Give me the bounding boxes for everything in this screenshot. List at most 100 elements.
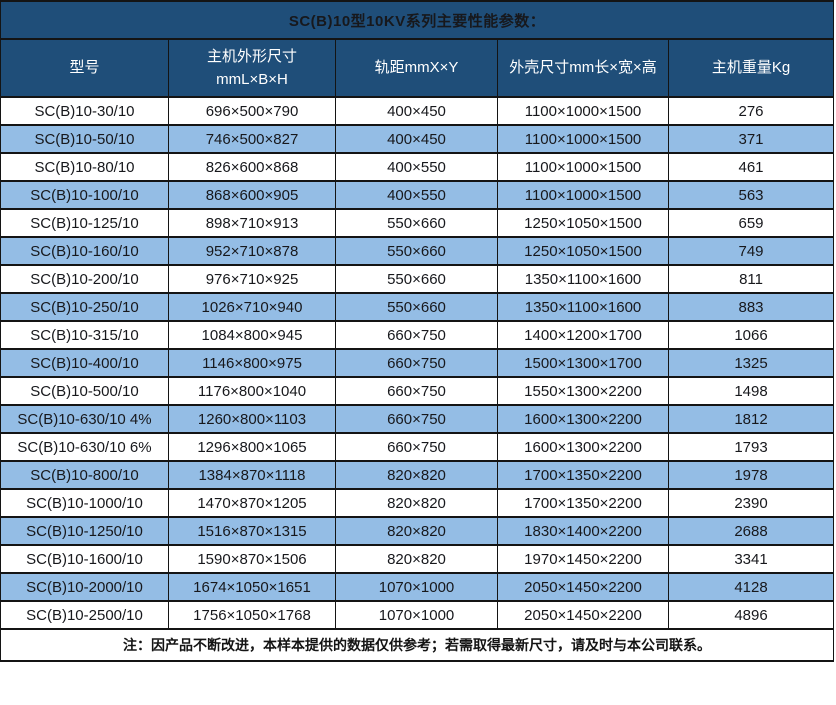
cell-dims: 868×600×905 [169, 181, 336, 209]
cell-dims: 1296×800×1065 [169, 433, 336, 461]
column-header-weight: 主机重量Kg [669, 39, 834, 97]
cell-dims: 1516×870×1315 [169, 517, 336, 545]
cell-dims: 1384×870×1118 [169, 461, 336, 489]
cell-shell: 1100×1000×1500 [498, 153, 669, 181]
column-header-shell: 外壳尺寸mm长×宽×高 [498, 39, 669, 97]
cell-shell: 1600×1300×2200 [498, 433, 669, 461]
cell-shell: 1700×1350×2200 [498, 461, 669, 489]
table-row: SC(B)10-125/10 898×710×913 550×660 1250×… [1, 209, 834, 237]
cell-dims: 1146×800×975 [169, 349, 336, 377]
cell-dims: 1260×800×1103 [169, 405, 336, 433]
cell-shell: 1250×1050×1500 [498, 209, 669, 237]
cell-gauge: 820×820 [336, 517, 498, 545]
cell-gauge: 550×660 [336, 265, 498, 293]
cell-dims: 696×500×790 [169, 97, 336, 125]
cell-model: SC(B)10-630/10 6% [1, 433, 169, 461]
cell-dims: 1026×710×940 [169, 293, 336, 321]
cell-gauge: 400×550 [336, 181, 498, 209]
spec-sheet-page: SC(B)10型10KV系列主要性能参数： 型号 主机外形尺寸 mmL×B×H … [0, 0, 836, 705]
cell-model: SC(B)10-800/10 [1, 461, 169, 489]
cell-gauge: 1070×1000 [336, 573, 498, 601]
cell-model: SC(B)10-1600/10 [1, 545, 169, 573]
table-row: SC(B)10-1000/10 1470×870×1205 820×820 17… [1, 489, 834, 517]
cell-shell: 1500×1300×1700 [498, 349, 669, 377]
cell-shell: 1700×1350×2200 [498, 489, 669, 517]
cell-model: SC(B)10-125/10 [1, 209, 169, 237]
cell-gauge: 550×660 [336, 293, 498, 321]
cell-dims: 1590×870×1506 [169, 545, 336, 573]
cell-dims: 976×710×925 [169, 265, 336, 293]
table-row: SC(B)10-30/10 696×500×790 400×450 1100×1… [1, 97, 834, 125]
cell-weight: 1978 [669, 461, 834, 489]
cell-gauge: 660×750 [336, 433, 498, 461]
table-row: SC(B)10-80/10 826×600×868 400×550 1100×1… [1, 153, 834, 181]
cell-shell: 2050×1450×2200 [498, 601, 669, 629]
table-row: SC(B)10-50/10 746×500×827 400×450 1100×1… [1, 125, 834, 153]
table-row: SC(B)10-2000/10 1674×1050×1651 1070×1000… [1, 573, 834, 601]
cell-dims: 826×600×868 [169, 153, 336, 181]
note-row: 注：因产品不断改进，本样本提供的数据仅供参考；若需取得最新尺寸，请及时与本公司联… [1, 629, 834, 661]
cell-dims: 746×500×827 [169, 125, 336, 153]
cell-model: SC(B)10-50/10 [1, 125, 169, 153]
cell-gauge: 550×660 [336, 237, 498, 265]
cell-gauge: 660×750 [336, 377, 498, 405]
table-row: SC(B)10-630/10 4% 1260×800×1103 660×750 … [1, 405, 834, 433]
cell-gauge: 820×820 [336, 545, 498, 573]
cell-weight: 563 [669, 181, 834, 209]
cell-weight: 749 [669, 237, 834, 265]
cell-weight: 276 [669, 97, 834, 125]
table-row: SC(B)10-630/10 6% 1296×800×1065 660×750 … [1, 433, 834, 461]
cell-dims: 952×710×878 [169, 237, 336, 265]
table-body: SC(B)10-30/10 696×500×790 400×450 1100×1… [1, 97, 834, 629]
table-row: SC(B)10-1250/10 1516×870×1315 820×820 18… [1, 517, 834, 545]
cell-shell: 1100×1000×1500 [498, 125, 669, 153]
footnote: 注：因产品不断改进，本样本提供的数据仅供参考；若需取得最新尺寸，请及时与本公司联… [1, 629, 834, 661]
cell-model: SC(B)10-200/10 [1, 265, 169, 293]
cell-gauge: 550×660 [336, 209, 498, 237]
cell-gauge: 1070×1000 [336, 601, 498, 629]
cell-model: SC(B)10-1250/10 [1, 517, 169, 545]
cell-shell: 1350×1100×1600 [498, 265, 669, 293]
table-row: SC(B)10-160/10 952×710×878 550×660 1250×… [1, 237, 834, 265]
page-title: SC(B)10型10KV系列主要性能参数： [1, 1, 834, 39]
table-row: SC(B)10-315/10 1084×800×945 660×750 1400… [1, 321, 834, 349]
table-row: SC(B)10-1600/10 1590×870×1506 820×820 19… [1, 545, 834, 573]
cell-weight: 2390 [669, 489, 834, 517]
cell-model: SC(B)10-100/10 [1, 181, 169, 209]
table-row: SC(B)10-400/10 1146×800×975 660×750 1500… [1, 349, 834, 377]
cell-weight: 2688 [669, 517, 834, 545]
cell-shell: 1250×1050×1500 [498, 237, 669, 265]
cell-shell: 1100×1000×1500 [498, 181, 669, 209]
cell-model: SC(B)10-250/10 [1, 293, 169, 321]
cell-weight: 883 [669, 293, 834, 321]
column-header-dims: 主机外形尺寸 mmL×B×H [169, 39, 336, 97]
cell-weight: 659 [669, 209, 834, 237]
column-header-gauge: 轨距mmX×Y [336, 39, 498, 97]
cell-shell: 1100×1000×1500 [498, 97, 669, 125]
column-header-row: 型号 主机外形尺寸 mmL×B×H 轨距mmX×Y 外壳尺寸mm长×宽×高 主机… [1, 39, 834, 97]
table-row: SC(B)10-2500/10 1756×1050×1768 1070×1000… [1, 601, 834, 629]
cell-dims: 1470×870×1205 [169, 489, 336, 517]
column-header-model: 型号 [1, 39, 169, 97]
cell-gauge: 820×820 [336, 461, 498, 489]
cell-shell: 2050×1450×2200 [498, 573, 669, 601]
cell-weight: 1793 [669, 433, 834, 461]
cell-model: SC(B)10-2000/10 [1, 573, 169, 601]
spec-table: SC(B)10型10KV系列主要性能参数： 型号 主机外形尺寸 mmL×B×H … [0, 0, 834, 662]
cell-weight: 3341 [669, 545, 834, 573]
cell-gauge: 400×550 [336, 153, 498, 181]
cell-model: SC(B)10-2500/10 [1, 601, 169, 629]
cell-weight: 4896 [669, 601, 834, 629]
cell-model: SC(B)10-400/10 [1, 349, 169, 377]
cell-model: SC(B)10-630/10 4% [1, 405, 169, 433]
table-row: SC(B)10-200/10 976×710×925 550×660 1350×… [1, 265, 834, 293]
cell-weight: 1498 [669, 377, 834, 405]
cell-gauge: 820×820 [336, 489, 498, 517]
cell-weight: 1066 [669, 321, 834, 349]
cell-model: SC(B)10-80/10 [1, 153, 169, 181]
cell-model: SC(B)10-160/10 [1, 237, 169, 265]
cell-dims: 1176×800×1040 [169, 377, 336, 405]
cell-weight: 4128 [669, 573, 834, 601]
table-row: SC(B)10-500/10 1176×800×1040 660×750 155… [1, 377, 834, 405]
cell-dims: 898×710×913 [169, 209, 336, 237]
